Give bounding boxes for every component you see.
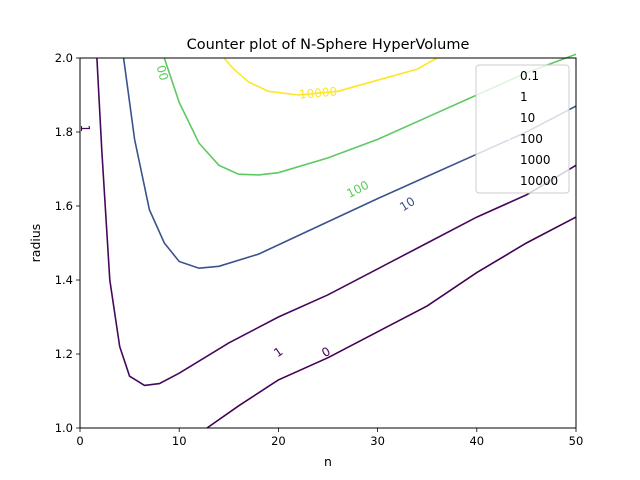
- contour-inline-label: 00: [154, 64, 171, 82]
- legend-entry: 100: [520, 132, 543, 146]
- legend-entry: 1: [520, 90, 528, 104]
- legend-entry: 1000: [520, 153, 551, 167]
- x-axis-label: n: [324, 454, 332, 469]
- chart-title: Counter plot of N-Sphere HyperVolume: [187, 37, 470, 53]
- x-tick-label: 50: [569, 434, 584, 448]
- y-tick-label: 1.2: [55, 347, 73, 361]
- contour-inline-label: 1: [271, 344, 285, 360]
- legend-entry: 10000: [520, 174, 558, 188]
- y-tick-label: 1.8: [55, 125, 73, 139]
- legend-entry: 0.1: [520, 69, 539, 83]
- x-tick-label: 40: [469, 434, 484, 448]
- contour-inline-label: 10000: [298, 85, 337, 102]
- x-tick-label: 0: [76, 434, 83, 448]
- x-tick-label: 30: [370, 434, 385, 448]
- x-axis-ticks: 0 10 20 30 40 50: [76, 428, 583, 448]
- contour-inline-label: 10: [397, 194, 417, 214]
- y-tick-label: 1.4: [55, 273, 73, 287]
- contour-inline-label: 1: [78, 124, 92, 132]
- x-tick-label: 10: [172, 434, 187, 448]
- legend-entry: 10: [520, 111, 535, 125]
- y-axis-label: radius: [28, 224, 43, 263]
- y-tick-label: 1.0: [55, 421, 73, 435]
- y-tick-label: 1.6: [55, 199, 73, 213]
- contour-line-3: [122, 57, 577, 270]
- contour-line-1: [206, 216, 577, 429]
- contour-line-2: [96, 57, 577, 387]
- legend: 0.1 1 10 100 1000 10000: [475, 64, 570, 194]
- y-axis-ticks: 1.0 1.2 1.4 1.6 1.8 2.0: [55, 51, 80, 435]
- contour-line-6: [223, 57, 438, 96]
- y-tick-label: 2.0: [55, 51, 73, 65]
- contour-inline-label: 100: [344, 178, 371, 201]
- contour-inline-label: 0: [319, 344, 333, 360]
- x-tick-label: 20: [271, 434, 286, 448]
- plot-frame: [79, 57, 577, 429]
